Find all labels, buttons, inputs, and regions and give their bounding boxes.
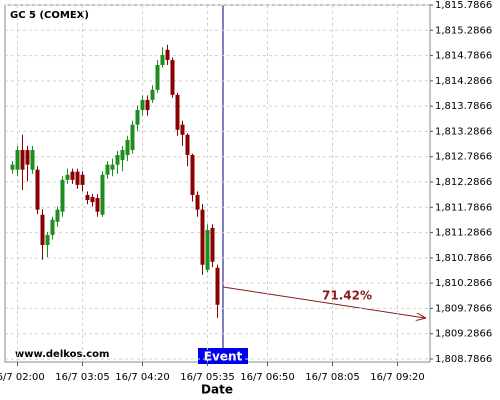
x-tick-label: 16/7 08:05	[305, 372, 359, 383]
candle-body	[65, 174, 70, 180]
candle-body	[75, 171, 80, 185]
y-tick-label: 1,812.2866	[435, 177, 492, 188]
candle-body	[70, 171, 75, 180]
candle-body	[215, 267, 220, 305]
candle-body	[195, 194, 200, 210]
candle-body	[50, 219, 55, 235]
watermark: www.delkos.com	[15, 349, 109, 360]
candle-body	[180, 124, 185, 135]
x-tick-label: 16/7 02:00	[0, 372, 45, 383]
candle-body	[55, 209, 60, 222]
y-tick-label: 1,809.7866	[435, 303, 492, 314]
candle-body	[105, 164, 110, 175]
y-tick-label: 1,809.2866	[435, 329, 492, 340]
candle-body	[210, 227, 215, 262]
candle-body	[40, 214, 45, 246]
candle-body	[175, 94, 180, 130]
y-tick-label: 1,812.7866	[435, 152, 492, 163]
event-box	[198, 348, 248, 364]
candle-body	[95, 198, 100, 212]
candle-body	[185, 134, 190, 156]
y-tick-label: 1,811.7866	[435, 202, 492, 213]
y-tick-label: 1,808.7866	[435, 354, 492, 365]
x-axis-label: Date	[201, 383, 233, 397]
candle-body	[30, 149, 35, 170]
y-tick-label: 1,814.2866	[435, 76, 492, 87]
candle-body	[120, 149, 125, 161]
annotation: 71.42%	[322, 289, 372, 303]
candle-body	[35, 169, 40, 210]
y-tick-label: 1,811.2866	[435, 228, 492, 239]
candle-body	[150, 89, 155, 100]
candle-body	[100, 174, 105, 215]
x-tick-label: 16/7 03:05	[55, 372, 109, 383]
y-tick-label: 1,813.2866	[435, 126, 492, 137]
candle-body	[25, 149, 30, 165]
candle-body	[155, 65, 160, 90]
candle-body	[45, 234, 50, 246]
candle-body	[170, 59, 175, 95]
y-tick-label: 1,815.2866	[435, 25, 492, 36]
y-tick-label: 1,815.7866	[435, 0, 492, 11]
candle-body	[60, 179, 65, 212]
candle-body	[205, 229, 210, 270]
candle-body	[190, 155, 195, 195]
x-tick-label: 16/7 05:35	[180, 372, 234, 383]
candle-body	[20, 149, 25, 170]
candle-body	[200, 209, 205, 265]
candle-body	[85, 194, 90, 201]
y-tick-label: 1,810.2866	[435, 278, 492, 289]
x-tick-label: 16/7 04:20	[115, 372, 169, 383]
candle-body	[125, 139, 130, 156]
candle-body	[90, 196, 95, 203]
y-tick-label: 1,810.7866	[435, 253, 492, 264]
candle-body	[145, 99, 150, 111]
candle-body	[135, 110, 140, 125]
candle-body	[165, 49, 170, 60]
candle-body	[10, 164, 15, 170]
candle-body	[160, 54, 165, 66]
candle-body	[110, 164, 115, 170]
candle-body	[140, 99, 145, 111]
x-tick-label: 16/7 09:20	[370, 372, 424, 383]
event-label: Event	[204, 350, 243, 364]
candle-body	[115, 155, 120, 165]
y-tick-label: 1,813.7866	[435, 101, 492, 112]
candle-body	[15, 149, 20, 170]
projection-arrow	[222, 286, 425, 318]
candle-body	[130, 124, 135, 150]
chart-title: GC 5 (COMEX)	[10, 10, 89, 21]
y-tick-label: 1,814.7866	[435, 51, 492, 62]
candle-body	[80, 174, 85, 185]
x-tick-label: 16/7 06:50	[240, 372, 294, 383]
